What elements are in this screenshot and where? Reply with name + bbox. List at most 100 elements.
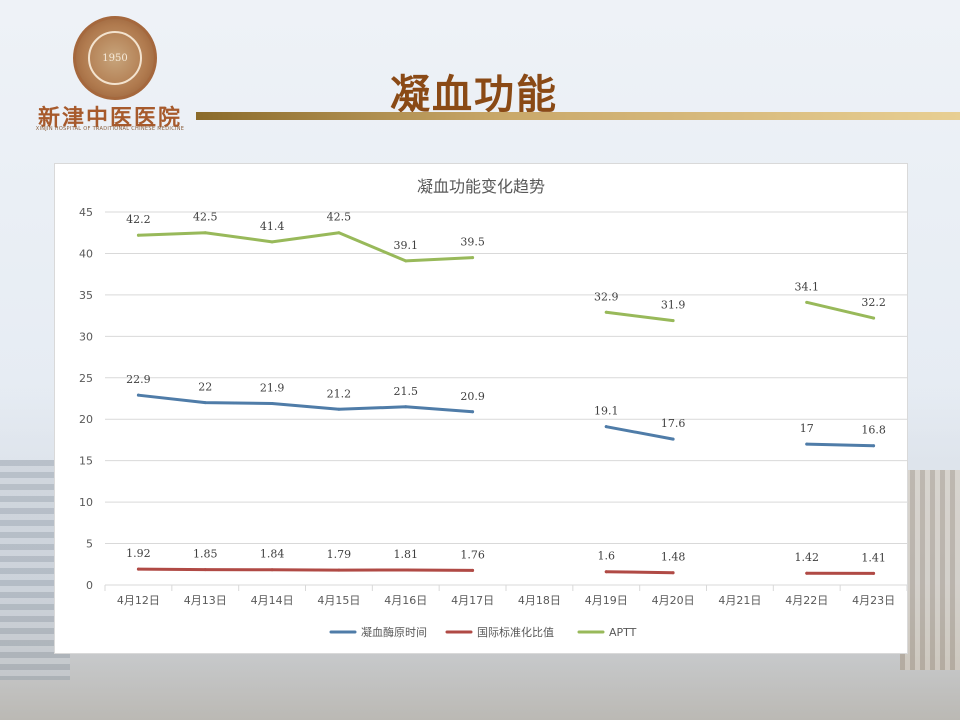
legend-label: 凝血酶原时间: [361, 625, 427, 639]
chart-title: 凝血功能变化趋势: [417, 177, 545, 196]
data-label: 22.9: [126, 373, 150, 386]
data-point: [337, 568, 341, 572]
x-tick-label: 4月19日: [585, 594, 628, 607]
data-label: 42.5: [327, 211, 352, 224]
data-label: 42.2: [126, 213, 150, 226]
data-point: [671, 437, 675, 441]
y-tick-label: 30: [79, 330, 93, 343]
series-line-1: [604, 425, 675, 441]
data-point: [404, 568, 408, 572]
data-point: [872, 316, 876, 320]
data-label: 31.9: [661, 299, 686, 312]
data-label: 17: [800, 422, 814, 435]
data-point: [671, 571, 675, 575]
y-tick-label: 25: [79, 372, 93, 385]
legend-label: 国际标准化比值: [477, 625, 554, 639]
series-line-1: [805, 442, 876, 448]
data-label: 21.9: [260, 381, 285, 394]
x-tick-label: 4月18日: [518, 594, 561, 607]
data-label: 41.4: [260, 220, 285, 233]
series-line-3: [604, 310, 675, 323]
data-point: [203, 231, 207, 235]
data-point: [671, 319, 675, 323]
logo-subtitle: XINJIN HOSPITAL OF TRADITIONAL CHINESE M…: [35, 126, 185, 132]
data-point: [805, 571, 809, 575]
data-point: [136, 393, 140, 397]
chart-container: 凝血功能变化趋势 0 5 10 15 20 25 30 35 40 45 4月12日 4月13日 4月14…: [54, 163, 908, 654]
data-point: [805, 300, 809, 304]
data-label: 32.2: [861, 296, 886, 309]
x-tick-label: 4月14日: [251, 594, 294, 607]
x-tick-label: 4月21日: [718, 594, 761, 607]
x-tick-label: 4月12日: [117, 594, 160, 607]
hospital-logo: 1950 新津中医医院 XINJIN HOSPITAL OF TRADITION…: [20, 14, 200, 144]
x-tick-label: 4月16日: [384, 594, 427, 607]
data-label: 34.1: [795, 280, 820, 293]
data-point: [270, 568, 274, 572]
data-label: 1.42: [795, 551, 820, 564]
line-chart: 凝血功能变化趋势 0 5 10 15 20 25 30 35 40 45 4月12日 4月13日 4月14…: [79, 177, 907, 639]
data-point: [471, 256, 475, 260]
series-line-3: [805, 300, 876, 320]
data-point: [270, 401, 274, 405]
data-point: [872, 444, 876, 448]
data-point: [471, 410, 475, 414]
data-label: 22: [198, 381, 212, 394]
data-point: [270, 240, 274, 244]
x-tick-label: 4月22日: [785, 594, 828, 607]
y-tick-label: 0: [86, 579, 93, 592]
data-point: [404, 405, 408, 409]
y-tick-label: 15: [79, 455, 93, 468]
series-line-2: [136, 567, 475, 572]
data-point: [337, 231, 341, 235]
x-tick-label: 4月13日: [184, 594, 227, 607]
logo-emblem: 1950: [73, 16, 157, 100]
data-label: 39.1: [394, 239, 419, 252]
x-tick-label: 4月20日: [652, 594, 695, 607]
data-label: 20.9: [460, 390, 485, 403]
y-tick-label: 45: [79, 206, 93, 219]
x-tick-label: 4月15日: [317, 594, 360, 607]
data-label: 1.41: [861, 551, 886, 564]
legend-label: APTT: [609, 626, 637, 639]
y-tick-label: 20: [79, 413, 93, 426]
data-label: 1.76: [460, 548, 485, 561]
data-point: [471, 568, 475, 572]
data-point: [805, 442, 809, 446]
x-tick-label: 4月23日: [852, 594, 895, 607]
data-point: [604, 310, 608, 314]
data-label: 21.2: [327, 387, 352, 400]
data-label: 1.79: [327, 548, 352, 561]
data-label: 1.84: [260, 548, 285, 561]
y-tick-label: 5: [86, 538, 93, 551]
data-label: 1.85: [193, 548, 218, 561]
data-label: 19.1: [594, 405, 619, 418]
title-underline: [196, 112, 960, 120]
data-label: 16.8: [861, 424, 886, 437]
data-point: [604, 570, 608, 574]
data-label: 17.6: [661, 417, 686, 430]
data-point: [872, 571, 876, 575]
series-line-3: [136, 231, 475, 263]
slide-title: 凝血功能: [390, 72, 558, 118]
data-label: 1.48: [661, 551, 686, 564]
data-point: [404, 259, 408, 263]
logo-year: 1950: [88, 31, 142, 85]
series-line-1: [136, 393, 475, 414]
data-point: [136, 233, 140, 237]
data-label: 1.6: [598, 550, 616, 563]
logo-name: 新津中医医院: [37, 105, 182, 131]
data-point: [136, 567, 140, 571]
x-tick-label: 4月17日: [451, 594, 494, 607]
data-label: 1.92: [126, 547, 150, 560]
data-label: 39.5: [460, 236, 485, 249]
y-tick-label: 10: [79, 496, 93, 509]
y-tick-label: 35: [79, 289, 93, 302]
data-label: 1.81: [394, 548, 419, 561]
data-point: [337, 407, 341, 411]
y-tick-label: 40: [79, 247, 93, 260]
data-point: [604, 425, 608, 429]
series-line-2: [604, 570, 675, 575]
data-point: [203, 401, 207, 405]
data-label: 42.5: [193, 211, 218, 224]
